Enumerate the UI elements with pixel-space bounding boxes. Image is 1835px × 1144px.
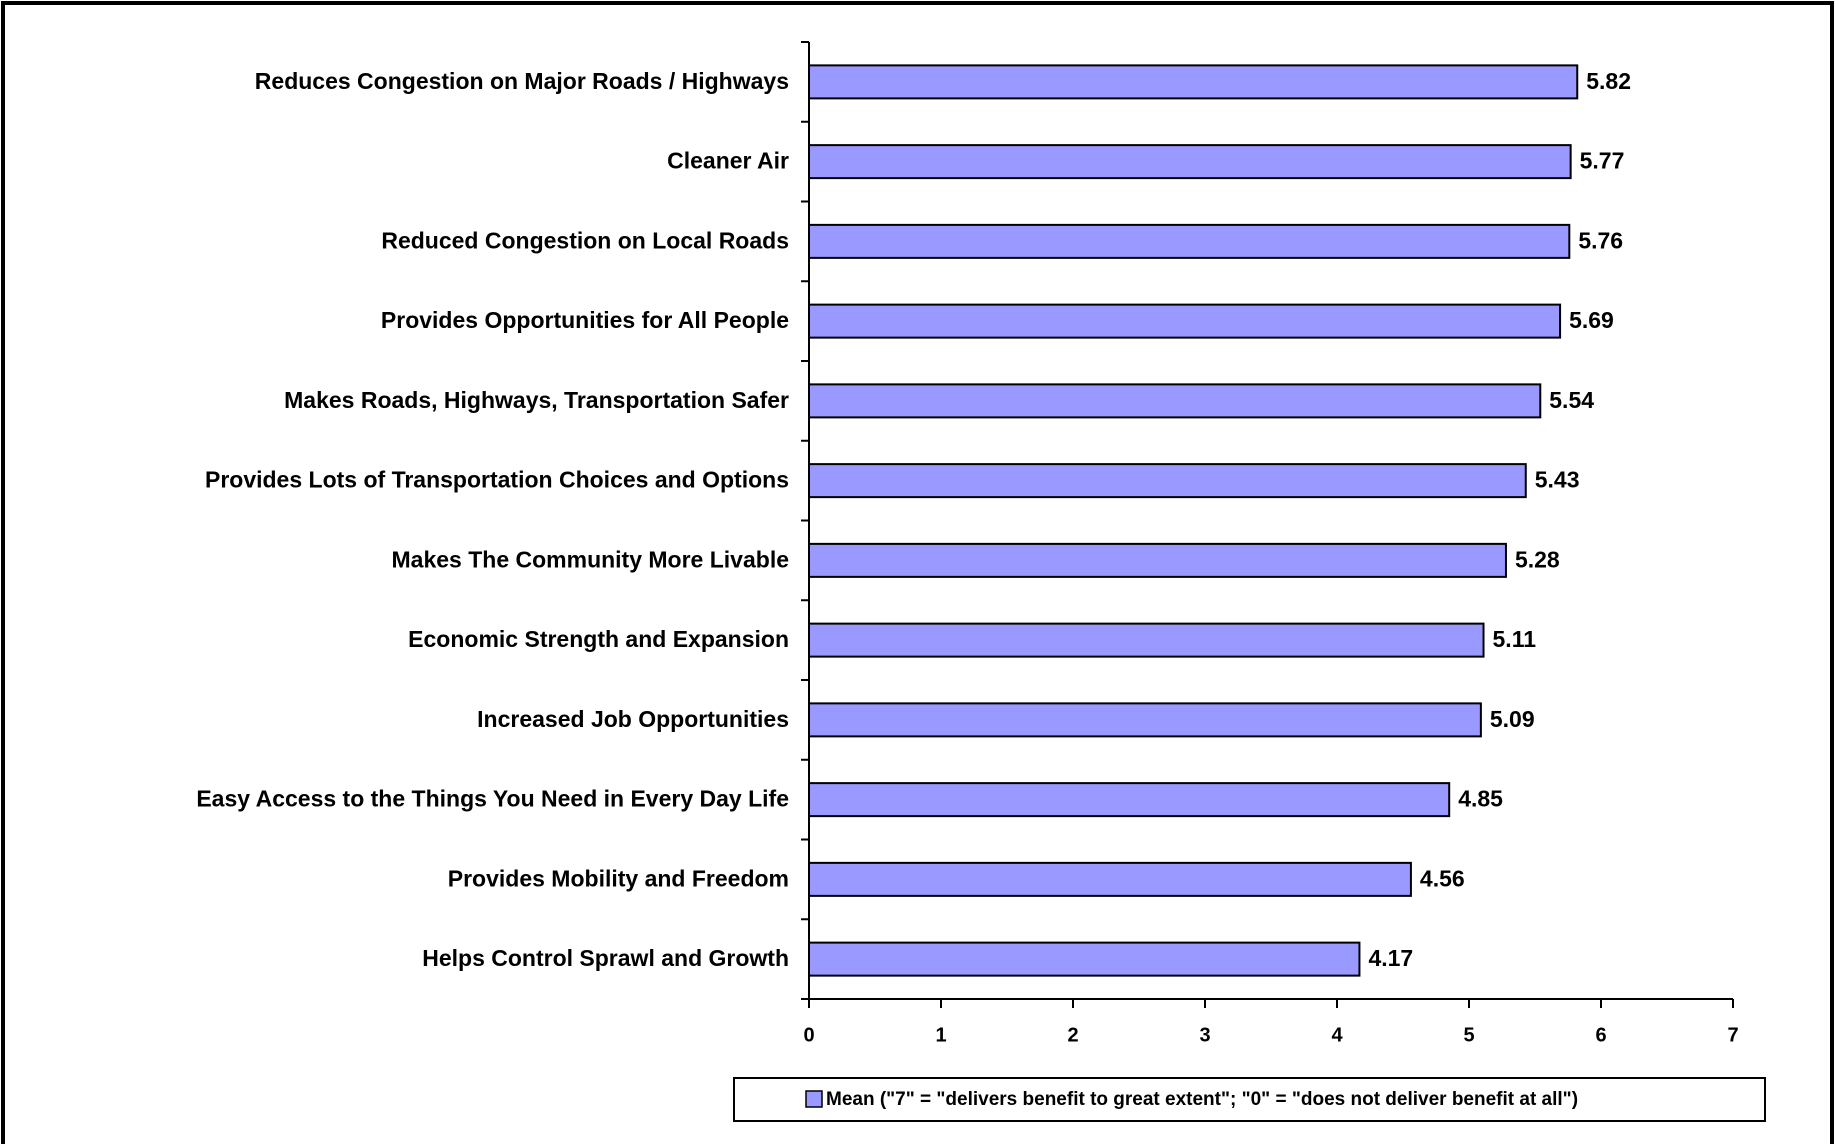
bar	[808, 782, 1451, 818]
y-tick-label: Provides Opportunities for All People	[381, 307, 789, 333]
y-tick-label: Makes Roads, Highways, Transportation Sa…	[284, 387, 789, 413]
bar	[808, 702, 1482, 738]
x-tick-label: 2	[1067, 1024, 1078, 1046]
data-label: 5.09	[1490, 706, 1535, 732]
bar	[808, 383, 1542, 419]
x-tick-label: 5	[1463, 1024, 1474, 1046]
legend-box	[733, 1077, 1766, 1122]
y-tick-label: Cleaner Air	[667, 148, 789, 174]
y-tick-label: Provides Lots of Transportation Choices …	[205, 467, 789, 493]
data-label: 5.28	[1515, 546, 1560, 572]
bar	[808, 303, 1562, 339]
y-tick-label: Reduces Congestion on Major Roads / High…	[255, 68, 789, 94]
data-label: 5.82	[1586, 68, 1631, 94]
x-tick-label: 3	[1199, 1024, 1210, 1046]
data-label: 4.56	[1420, 865, 1465, 891]
y-tick-label: Helps Control Sprawl and Growth	[422, 945, 789, 971]
y-tick-label: Economic Strength and Expansion	[408, 626, 789, 652]
x-tick-label: 4	[1331, 1024, 1343, 1046]
y-tick-label: Makes The Community More Livable	[392, 546, 789, 572]
bar	[808, 144, 1572, 180]
data-label: 5.69	[1569, 307, 1614, 333]
data-label: 5.43	[1535, 467, 1580, 493]
data-label: 5.77	[1580, 148, 1625, 174]
bar	[808, 223, 1571, 259]
data-label: 4.85	[1458, 786, 1503, 812]
bar	[808, 542, 1507, 578]
y-tick-label: Easy Access to the Things You Need in Ev…	[196, 786, 789, 812]
y-tick-label: Provides Mobility and Freedom	[448, 865, 789, 891]
data-label: 5.76	[1578, 227, 1623, 253]
x-tick-label: 7	[1727, 1024, 1738, 1046]
data-label: 5.54	[1549, 387, 1594, 413]
data-label: 4.17	[1368, 945, 1413, 971]
bar	[808, 463, 1527, 499]
x-tick-label: 6	[1595, 1024, 1606, 1046]
bar	[808, 64, 1579, 100]
legend-label: Mean ("7" = "delivers benefit to great e…	[826, 1089, 1578, 1110]
bar	[808, 861, 1412, 897]
bar	[808, 941, 1361, 977]
data-label: 5.11	[1493, 626, 1537, 652]
legend-swatch	[805, 1090, 823, 1108]
y-tick-label: Reduced Congestion on Local Roads	[381, 227, 789, 253]
bar	[808, 622, 1485, 658]
y-tick-label: Increased Job Opportunities	[477, 706, 789, 732]
x-tick-label: 0	[803, 1024, 814, 1046]
x-tick-label: 1	[935, 1024, 946, 1046]
